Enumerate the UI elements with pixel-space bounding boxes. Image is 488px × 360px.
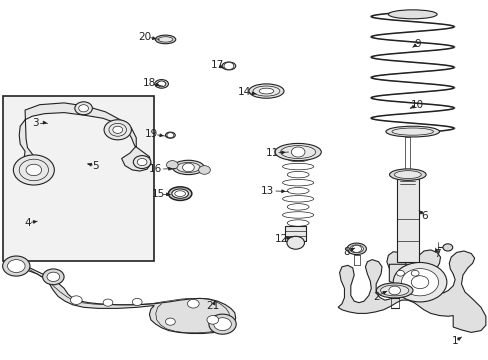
Ellipse shape (252, 86, 279, 96)
Text: 19: 19 (145, 129, 158, 139)
Circle shape (133, 156, 151, 168)
Ellipse shape (391, 128, 432, 135)
Ellipse shape (155, 35, 175, 44)
Circle shape (208, 314, 236, 334)
Circle shape (166, 133, 173, 138)
Text: 1: 1 (451, 336, 458, 346)
Text: 10: 10 (410, 100, 423, 110)
Circle shape (165, 318, 175, 325)
Ellipse shape (172, 160, 204, 175)
Ellipse shape (168, 187, 191, 201)
Text: 6: 6 (421, 211, 427, 221)
Ellipse shape (248, 84, 284, 98)
Ellipse shape (380, 285, 408, 296)
Circle shape (158, 81, 165, 87)
Circle shape (213, 318, 231, 330)
Ellipse shape (155, 80, 168, 88)
Circle shape (166, 161, 178, 169)
Text: 8: 8 (343, 247, 349, 257)
Text: 4: 4 (24, 218, 31, 228)
Circle shape (388, 286, 400, 295)
Circle shape (396, 270, 404, 276)
Circle shape (291, 147, 305, 157)
Polygon shape (5, 263, 235, 333)
Circle shape (198, 166, 210, 174)
Ellipse shape (176, 162, 200, 172)
Circle shape (410, 276, 428, 289)
Circle shape (392, 262, 446, 302)
Circle shape (70, 296, 82, 305)
Text: 17: 17 (211, 60, 224, 70)
Ellipse shape (346, 243, 366, 255)
Ellipse shape (158, 37, 172, 42)
Circle shape (187, 300, 199, 308)
Text: 9: 9 (413, 39, 420, 49)
Text: 20: 20 (138, 32, 151, 41)
Circle shape (104, 120, 131, 140)
Circle shape (13, 155, 54, 185)
Bar (3, 96, 154, 261)
Circle shape (79, 105, 88, 112)
Ellipse shape (259, 88, 273, 94)
Circle shape (286, 236, 304, 249)
Text: 21: 21 (206, 301, 219, 311)
Circle shape (75, 102, 92, 115)
Text: 5: 5 (92, 161, 99, 171)
Circle shape (401, 269, 438, 296)
Ellipse shape (376, 283, 412, 298)
Polygon shape (337, 250, 485, 332)
Text: 11: 11 (265, 148, 279, 158)
Text: 16: 16 (149, 164, 162, 174)
Circle shape (19, 159, 48, 181)
Circle shape (113, 126, 122, 134)
Bar (285, 226, 306, 241)
Circle shape (26, 164, 41, 176)
Text: 13: 13 (261, 186, 274, 196)
Circle shape (132, 298, 142, 306)
Circle shape (109, 123, 126, 136)
Circle shape (442, 244, 452, 251)
Circle shape (182, 163, 194, 172)
Polygon shape (388, 264, 426, 284)
Circle shape (2, 256, 30, 276)
Text: 2: 2 (372, 292, 379, 302)
Ellipse shape (222, 62, 235, 70)
Text: 12: 12 (274, 234, 287, 244)
Text: 15: 15 (151, 189, 164, 199)
Circle shape (206, 316, 218, 324)
Text: 7: 7 (433, 248, 440, 258)
Circle shape (7, 260, 25, 273)
Ellipse shape (280, 145, 315, 158)
Ellipse shape (385, 126, 439, 137)
Circle shape (103, 299, 113, 306)
Circle shape (47, 272, 60, 282)
Ellipse shape (165, 132, 175, 138)
Ellipse shape (274, 143, 321, 161)
Ellipse shape (171, 189, 188, 198)
Circle shape (351, 245, 361, 252)
Bar (396, 178, 418, 262)
Ellipse shape (389, 169, 425, 180)
Circle shape (224, 62, 233, 69)
Circle shape (42, 269, 64, 285)
Ellipse shape (157, 81, 165, 87)
Text: 3: 3 (32, 118, 39, 128)
Text: 18: 18 (142, 78, 156, 88)
Ellipse shape (394, 171, 420, 179)
Ellipse shape (387, 10, 436, 19)
Circle shape (137, 158, 147, 166)
Polygon shape (19, 103, 151, 182)
Ellipse shape (174, 191, 185, 197)
Ellipse shape (349, 245, 363, 253)
Text: 14: 14 (237, 87, 251, 97)
Circle shape (410, 270, 418, 276)
